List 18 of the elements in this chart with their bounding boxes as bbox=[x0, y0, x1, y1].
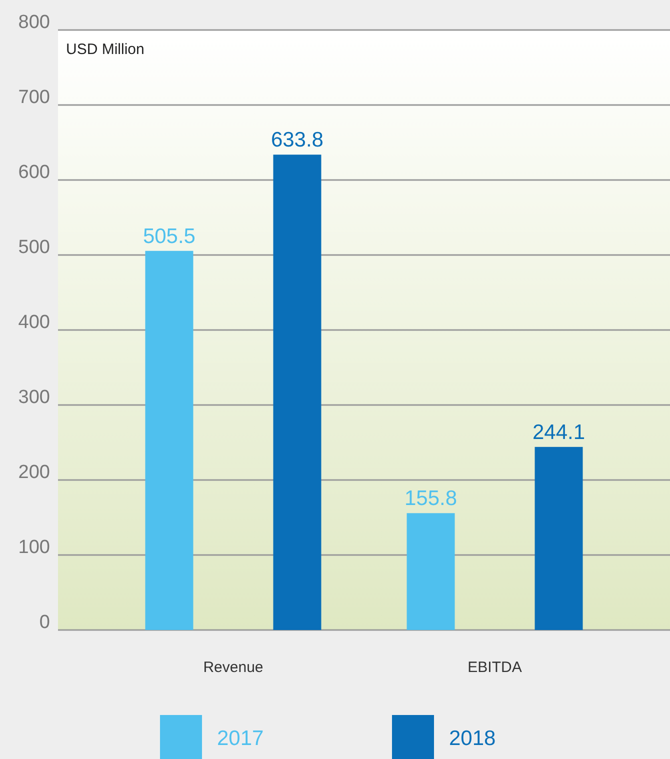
data-label: 244.1 bbox=[532, 420, 586, 444]
y-tick-label: 500 bbox=[18, 237, 50, 258]
data-label: 155.8 bbox=[404, 487, 458, 510]
y-axis-title: USD Million bbox=[66, 41, 144, 58]
y-tick-label: 600 bbox=[18, 162, 50, 184]
y-tick-label: 800 bbox=[18, 12, 50, 34]
data-label: 505.5 bbox=[142, 224, 196, 248]
y-tick-label: 300 bbox=[18, 387, 50, 408]
y-tick-label: 100 bbox=[18, 537, 50, 558]
legend-label: 2017 bbox=[217, 727, 264, 750]
y-tick-label: 400 bbox=[18, 312, 50, 334]
legend-label: 2018 bbox=[449, 727, 496, 750]
x-tick-label: Revenue bbox=[203, 659, 264, 676]
y-tick-label: 700 bbox=[18, 87, 50, 108]
y-tick-label: 200 bbox=[18, 462, 50, 484]
y-tick-label: 0 bbox=[39, 612, 50, 634]
x-tick-label: EBITDA bbox=[468, 659, 522, 676]
data-label: 633.8 bbox=[270, 128, 324, 152]
